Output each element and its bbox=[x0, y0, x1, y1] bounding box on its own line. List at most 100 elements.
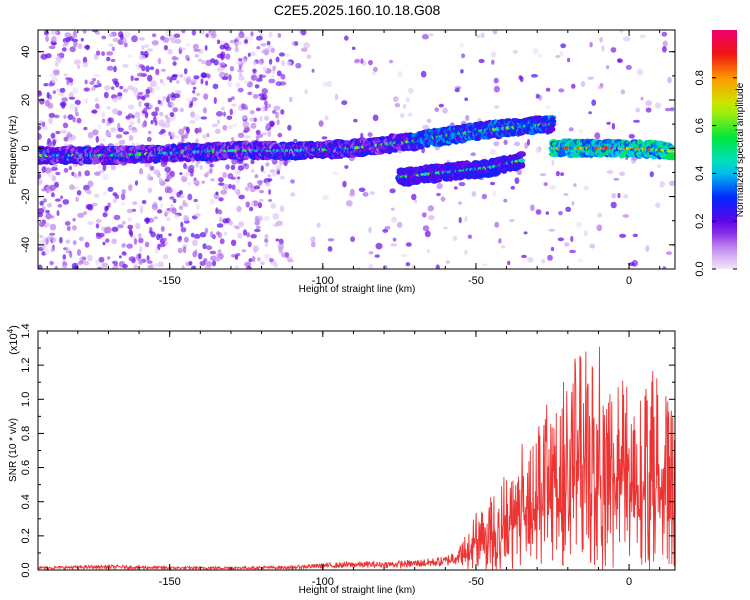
spectrogram-noise-cell bbox=[458, 217, 462, 224]
spectrogram-noise-cell bbox=[227, 97, 232, 103]
spectrogram-noise-cell bbox=[290, 179, 295, 184]
spectrogram-noise-cell bbox=[270, 48, 275, 53]
spectrogram-noise-cell bbox=[408, 87, 414, 94]
spectrogram-noise-cell bbox=[133, 264, 138, 269]
spectrogram-noise-cell bbox=[177, 247, 183, 254]
spectrogram-noise-cell bbox=[548, 228, 556, 232]
spectrogram-noise-cell bbox=[368, 263, 374, 269]
spectrogram-noise-cell bbox=[273, 262, 278, 268]
spectrogram-noise-cell bbox=[563, 192, 569, 197]
spectrogram-noise-cell bbox=[87, 220, 94, 226]
spectrogram-noise-cell bbox=[146, 173, 152, 181]
spectrogram-noise-cell bbox=[421, 212, 427, 218]
spectrogram-noise-cell bbox=[208, 32, 212, 39]
spectrogram-noise-cell bbox=[160, 68, 166, 72]
spectrogram-noise-cell bbox=[577, 258, 584, 263]
spectrogram-noise-cell bbox=[225, 53, 231, 60]
spectrogram-noise-cell bbox=[382, 228, 389, 233]
spectrogram-noise-cell bbox=[349, 192, 356, 197]
spectrogram-noise-cell bbox=[60, 129, 68, 134]
spectrogram-noise-cell bbox=[244, 135, 251, 139]
spectrogram-noise-cell bbox=[256, 35, 263, 41]
spectrogram-noise-cell bbox=[66, 79, 70, 86]
spectrogram-noise-cell bbox=[77, 64, 81, 69]
spectrogram-noise-cell bbox=[223, 231, 228, 236]
spectrogram-noise-cell bbox=[392, 237, 397, 242]
spectrogram-noise-cell bbox=[372, 66, 378, 72]
spectrogram-noise-cell bbox=[105, 238, 110, 243]
spectrogram-noise-cell bbox=[250, 234, 257, 239]
spectrogram-noise-cell bbox=[41, 188, 47, 192]
spectrogram-noise-cell bbox=[179, 47, 187, 51]
spectrogram-noise-cell bbox=[280, 73, 286, 80]
spectrogram-noise-cell bbox=[247, 182, 253, 188]
spectrogram-noise-cell bbox=[351, 46, 356, 50]
spectrogram-noise-cell bbox=[255, 107, 261, 112]
spectrogram-noise-cell bbox=[162, 254, 169, 260]
spectrogram-noise-cell bbox=[138, 64, 145, 69]
spectrogram-noise-cell bbox=[530, 204, 535, 212]
spectrogram-noise-cell bbox=[367, 132, 373, 138]
spectrogram-noise-cell bbox=[235, 61, 242, 65]
spectrogram-noise-cell bbox=[49, 223, 57, 231]
spectrogram-noise-cell bbox=[214, 128, 221, 135]
spectrogram-noise-cell bbox=[154, 247, 159, 254]
spectrogram-noise-cell bbox=[185, 54, 190, 61]
spectrogram-noise-cell bbox=[223, 42, 230, 50]
spectrogram-noise-cell bbox=[73, 172, 77, 178]
spectrogram-noise-cell bbox=[264, 100, 268, 107]
spectrogram-noise-cell bbox=[568, 127, 574, 132]
spectrogram-noise-cell bbox=[239, 73, 242, 77]
spectrogram-noise-cell bbox=[141, 96, 146, 101]
spectrogram-noise-cell bbox=[421, 34, 429, 40]
spectrogram-noise-cell bbox=[241, 114, 247, 120]
spectrogram-noise-cell bbox=[369, 191, 375, 195]
spectrogram-noise-cell bbox=[637, 69, 643, 76]
spectrogram-noise-cell bbox=[76, 117, 82, 124]
spectrogram-noise-cell bbox=[217, 249, 222, 254]
spectrogram-noise-cell bbox=[122, 64, 129, 68]
spectrogram-noise-cell bbox=[196, 92, 200, 97]
spectrogram-noise-cell bbox=[148, 103, 154, 109]
spectrogram-noise-cell bbox=[442, 226, 448, 230]
spectrogram-noise-cell bbox=[203, 93, 209, 100]
spectrogram-noise-cell bbox=[94, 193, 100, 198]
spectrogram-noise-cell bbox=[535, 209, 542, 215]
spectrogram-noise-cell bbox=[243, 80, 249, 84]
spectrogram-noise-cell bbox=[424, 230, 431, 238]
spectrogram-noise-cell bbox=[245, 127, 250, 132]
spectrogram-noise-cell bbox=[632, 233, 638, 238]
spectrogram-noise-cell bbox=[84, 79, 88, 85]
spectrogram-noise-cell bbox=[166, 216, 171, 222]
spectrogram-noise-cell bbox=[202, 243, 207, 250]
spectrogram-noise-cell bbox=[71, 34, 78, 39]
spectrogram-noise-cell bbox=[82, 211, 88, 216]
spectrogram-noise-cell bbox=[201, 60, 207, 65]
spectrogram-noise-cell bbox=[132, 201, 138, 206]
spectrogram-noise-cell bbox=[246, 35, 254, 41]
spectrogram-noise-cell bbox=[611, 122, 616, 130]
spectrogram-noise-cell bbox=[183, 68, 188, 75]
spectrogram-noise-cell bbox=[91, 77, 97, 82]
spectrogram-noise-cell bbox=[182, 199, 187, 207]
spectrogram-noise-cell bbox=[578, 129, 584, 133]
spectrogram-noise-cell bbox=[436, 182, 443, 190]
spectrogram-noise-cell bbox=[277, 243, 284, 250]
spectrogram-noise-cell bbox=[102, 164, 107, 171]
spectrogram-noise-cell bbox=[168, 131, 172, 136]
spectrogram-noise-cell bbox=[74, 106, 78, 113]
spectrogram-noise-cell bbox=[49, 215, 55, 219]
spectrogram-noise-cell bbox=[471, 191, 477, 197]
spectrogram-noise-cell bbox=[260, 43, 267, 47]
spectrogram-noise-cell bbox=[115, 81, 120, 88]
spectrogram-noise-cell bbox=[354, 59, 360, 64]
spectrogram-noise-cell bbox=[266, 40, 271, 46]
spectrogram-noise-cell bbox=[152, 263, 159, 268]
spectrogram-noise-cell bbox=[179, 74, 184, 78]
spectrogram-noise-cell bbox=[201, 180, 205, 184]
spectrogram-noise-cell bbox=[503, 139, 508, 145]
spectrogram-noise-cell bbox=[157, 57, 162, 65]
spectrogram-noise-cell bbox=[212, 83, 219, 90]
spectrogram-noise-cell bbox=[246, 265, 252, 269]
spectrogram-noise-cell bbox=[290, 192, 296, 197]
